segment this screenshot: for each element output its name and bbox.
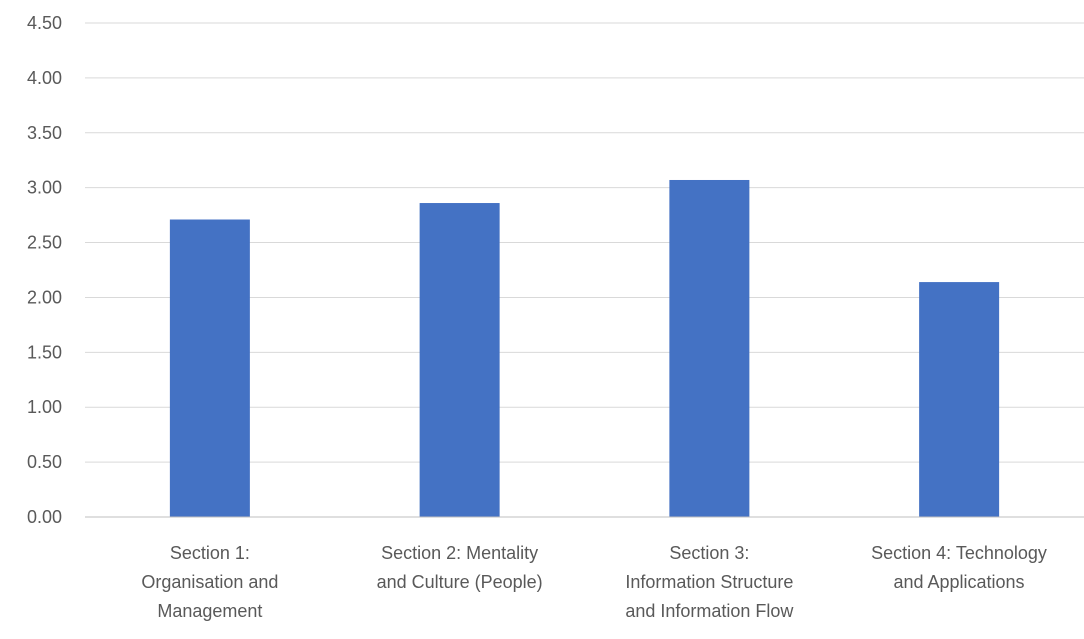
bar <box>669 179 750 517</box>
x-category-label-line: Section 2: Mentality <box>381 543 538 563</box>
x-category-label-line: Section 4: Technology <box>871 543 1047 563</box>
bar <box>419 203 500 517</box>
x-category-label-line: Organisation and <box>141 572 278 592</box>
y-tick-label: 3.00 <box>27 178 62 198</box>
x-category-label-line: and Culture (People) <box>377 572 543 592</box>
x-category-label: Section 2: Mentality and Culture (People) <box>377 543 543 592</box>
x-category-label: Section 3: Information Structure and Infor… <box>625 543 794 621</box>
x-category-label-line: Management <box>157 601 262 621</box>
x-category-label-line: and Applications <box>893 572 1024 592</box>
y-tick-label: 0.00 <box>27 507 62 527</box>
x-category-label: Section 4: Technology and Applications <box>871 543 1047 592</box>
gridlines <box>85 22 1084 463</box>
y-axis-tick-labels: 0.00 0.50 1.00 1.50 2.00 2.50 3.00 3.50 4.00 4.50 <box>27 13 62 527</box>
bars <box>169 179 1000 517</box>
y-tick-label: 2.00 <box>27 287 62 307</box>
x-category-label-line: Information Structure <box>625 572 793 592</box>
y-tick-label: 1.50 <box>27 342 62 362</box>
y-tick-label: 4.00 <box>27 68 62 88</box>
x-category-label-line: Section 1: <box>170 543 250 563</box>
x-category-label-line: and Information Flow <box>625 601 794 621</box>
y-tick-label: 3.50 <box>27 123 62 143</box>
x-axis-category-labels: Section 1: Organisation and ManagementSect… <box>141 543 1047 621</box>
x-category-label: Section 1: Organisation and Management <box>141 543 278 621</box>
bar <box>919 282 1000 517</box>
bar <box>169 219 250 517</box>
x-category-label-line: Section 3: <box>669 543 749 563</box>
y-tick-label: 2.50 <box>27 233 62 253</box>
y-tick-label: 0.50 <box>27 452 62 472</box>
y-tick-label: 4.50 <box>27 13 62 33</box>
y-tick-label: 1.00 <box>27 397 62 417</box>
